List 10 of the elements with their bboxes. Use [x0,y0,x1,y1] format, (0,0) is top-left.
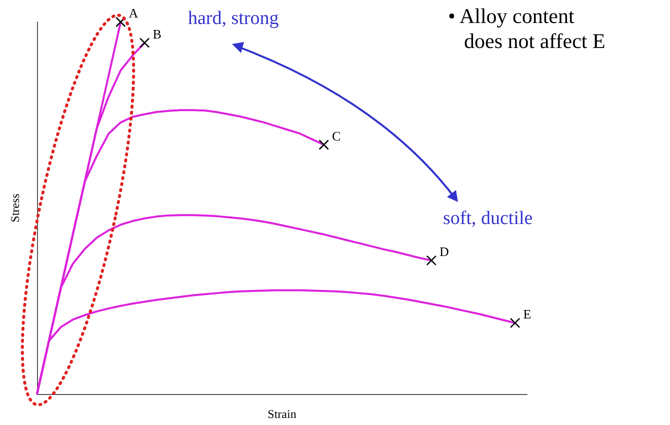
x-axis-title: Strain [268,407,296,421]
series-label: D [440,244,449,259]
annotation: hard, strong [188,8,280,31]
series-label: A [128,6,139,20]
annotation: • Alloy content does not affect E [448,4,606,54]
series-label: E [523,306,532,322]
y-axis-title: Stress [8,193,22,222]
series-label: C [332,128,341,144]
series-label: B [152,26,162,42]
annotation: soft, ductile [443,208,534,231]
